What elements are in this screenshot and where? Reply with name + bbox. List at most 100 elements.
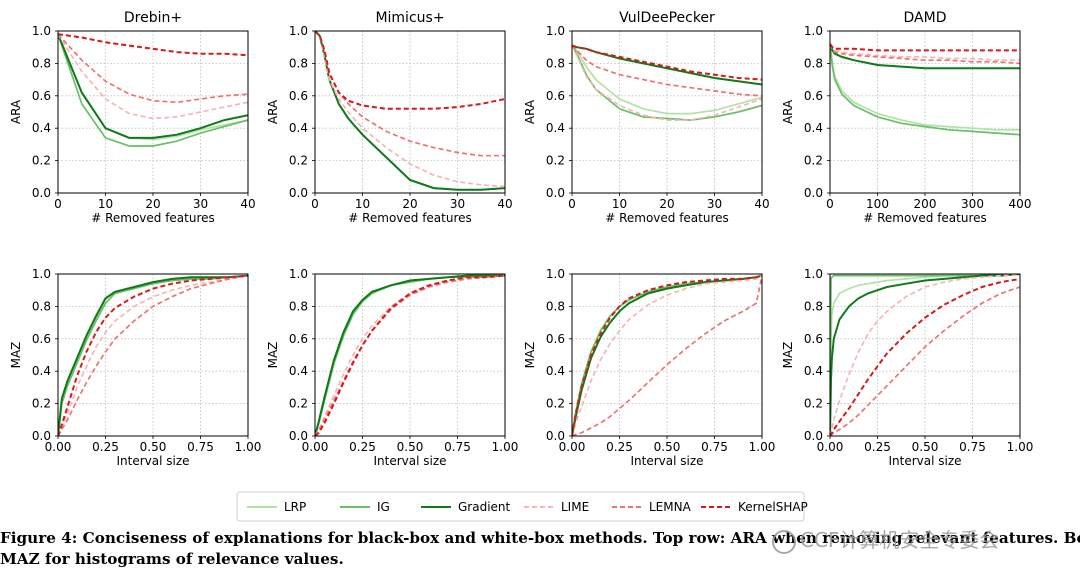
chart-panel: 0 10 20 30 40 0.0 0.2 0.4 0.6 0.8 1.0 Mimicus+ # Rem…: [266, 10, 513, 225]
x-tick-label: 30: [450, 197, 465, 211]
legend-label: LRP: [284, 500, 306, 514]
series-line-lemna: [572, 275, 762, 436]
legend-box: [236, 491, 805, 522]
x-tick-label: 10: [355, 197, 370, 211]
axes-frame: [314, 30, 506, 194]
x-tick-label: 40: [754, 197, 769, 211]
y-tick-label: 0.8: [289, 299, 308, 313]
series-line-ig: [830, 274, 1020, 436]
series-line-gradient: [572, 44, 762, 86]
caption-line-1: Figure 4: Conciseness of explanations fo…: [0, 529, 1080, 547]
x-tick-label: 0: [826, 197, 834, 211]
legend-label: Gradient: [458, 500, 511, 514]
y-axis-label: MAZ: [781, 342, 795, 369]
x-tick-label: 10: [612, 197, 627, 211]
series-line-kernelshap: [830, 43, 1020, 52]
y-tick-label: 1.0: [32, 267, 51, 281]
x-axis-label: Interval size: [373, 454, 446, 468]
y-tick-label: 0.0: [546, 429, 565, 443]
series-line-lime: [58, 33, 248, 120]
series-line-kernelshap: [58, 33, 248, 57]
x-axis-label: # Removed features: [348, 211, 472, 225]
x-tick-label: 30: [193, 197, 208, 211]
y-tick-label: 0.0: [804, 429, 823, 443]
y-tick-label: 0.6: [546, 89, 565, 103]
y-tick-label: 1.0: [289, 267, 308, 281]
y-tick-label: 0.8: [546, 56, 565, 70]
x-tick-label: 0.75: [187, 440, 214, 454]
x-tick-label: 40: [497, 197, 512, 211]
wechat-logo-icon: [772, 529, 796, 554]
y-tick-label: 0.6: [289, 89, 308, 103]
y-tick-label: 0.0: [32, 186, 51, 200]
x-tick-label: 0.25: [606, 440, 633, 454]
x-tick-label: 0.75: [701, 440, 728, 454]
y-tick-label: 0.0: [804, 186, 823, 200]
y-tick-label: 0.6: [804, 89, 823, 103]
y-tick-label: 0.2: [804, 397, 823, 411]
x-axis-label: # Removed features: [605, 211, 729, 225]
series-line-ig: [830, 43, 1020, 136]
y-tick-label: 0.6: [804, 332, 823, 346]
y-tick-label: 0.8: [32, 56, 51, 70]
series-line-lime: [572, 274, 762, 436]
series-line-lemna: [58, 274, 248, 436]
series-line-gradient: [830, 274, 1020, 436]
x-tick-label: 0.25: [864, 440, 891, 454]
y-tick-label: 0.8: [546, 299, 565, 313]
y-axis-label: MAZ: [523, 342, 537, 369]
x-tick-label: 300: [961, 197, 984, 211]
series-line-lemna: [315, 31, 505, 157]
y-tick-label: 0.8: [32, 299, 51, 313]
x-axis-label: Interval size: [888, 454, 961, 468]
series-line-gradient: [315, 31, 505, 191]
x-tick-label: 0.00: [302, 440, 329, 454]
y-tick-label: 0.2: [32, 154, 51, 168]
y-axis-label: MAZ: [266, 342, 280, 369]
series-line-lime: [315, 31, 505, 188]
x-tick-label: 1.00: [235, 440, 262, 454]
y-tick-label: 0.8: [804, 56, 823, 70]
chart-panel: 0.00 0.25 0.50 0.75 1.00 0.0 0.2 0.4 0.6 0.8 1.0 In…: [523, 267, 775, 468]
y-tick-label: 0.2: [804, 154, 823, 168]
series-line-gradient: [58, 274, 248, 436]
x-tick-label: 200: [914, 197, 937, 211]
y-axis-label: ARA: [781, 99, 795, 124]
series-line-lemna: [830, 286, 1020, 436]
y-tick-label: 1.0: [804, 24, 823, 38]
y-tick-label: 0.0: [546, 186, 565, 200]
series-line-ig: [58, 33, 248, 147]
y-tick-label: 0.4: [32, 364, 51, 378]
y-tick-label: 0.4: [32, 121, 51, 135]
x-tick-label: 0.50: [397, 440, 424, 454]
axes-frame: [829, 30, 1021, 194]
y-tick-label: 0.6: [32, 89, 51, 103]
series-line-gradient: [315, 274, 505, 436]
x-tick-label: 20: [145, 197, 160, 211]
x-axis-label: # Removed features: [91, 211, 215, 225]
y-tick-label: 0.2: [289, 154, 308, 168]
chart-panel: 0.00 0.25 0.50 0.75 1.00 0.0 0.2 0.4 0.6 0.8 1.0 In…: [781, 267, 1033, 468]
series-line-kernelshap: [830, 277, 1020, 436]
y-tick-label: 1.0: [289, 24, 308, 38]
y-tick-label: 0.2: [546, 154, 565, 168]
y-axis-label: ARA: [523, 99, 537, 124]
y-tick-label: 0.4: [804, 121, 823, 135]
x-tick-label: 100: [866, 197, 889, 211]
axes-frame: [571, 30, 763, 194]
chart-title: Drebin+: [124, 10, 182, 26]
x-axis-label: Interval size: [116, 454, 189, 468]
series-line-lemna: [830, 43, 1020, 65]
y-tick-label: 1.0: [32, 24, 51, 38]
chart-panel: 0.00 0.25 0.50 0.75 1.00 0.0 0.2 0.4 0.6 0.8 1.0 In…: [266, 267, 518, 468]
series-line-lemna: [572, 44, 762, 97]
chart-title: DAMD: [904, 10, 947, 26]
y-tick-label: 0.0: [289, 186, 308, 200]
x-tick-label: 0: [54, 197, 62, 211]
x-tick-label: 1.00: [1007, 440, 1034, 454]
y-tick-label: 0.2: [546, 397, 565, 411]
x-tick-label: 1.00: [749, 440, 776, 454]
x-tick-label: 0: [568, 197, 576, 211]
axes-frame: [829, 273, 1021, 437]
